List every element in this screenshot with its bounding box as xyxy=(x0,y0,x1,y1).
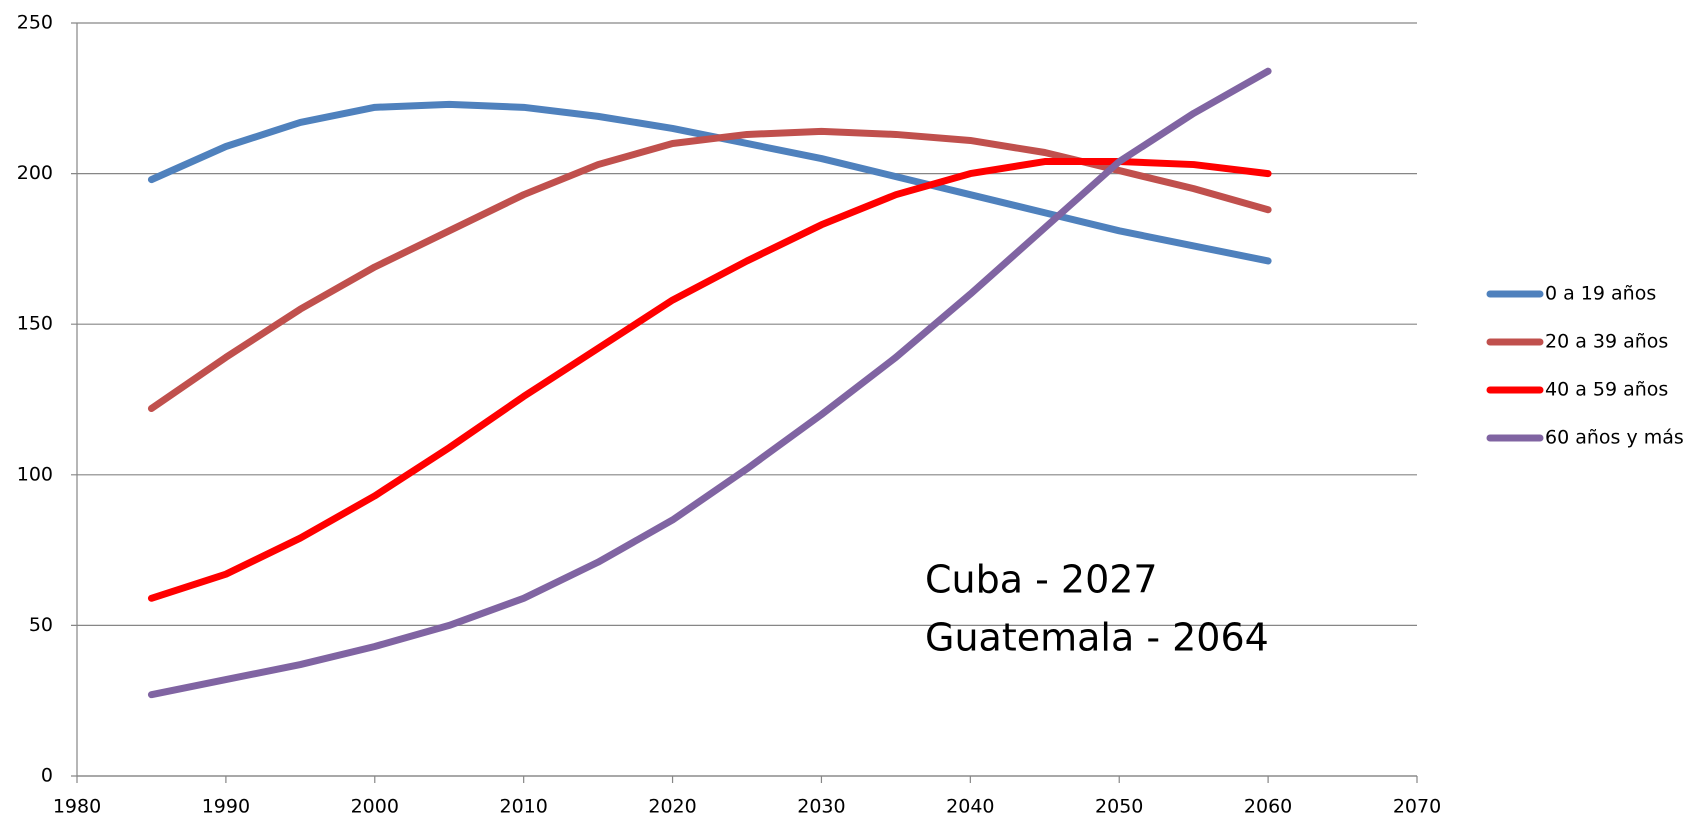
x-tick-label: 2000 xyxy=(351,796,399,818)
x-tick-label: 1980 xyxy=(53,796,101,818)
y-tick-label: 200 xyxy=(17,162,53,184)
y-tick-label: 0 xyxy=(41,765,53,787)
x-tick-label: 2040 xyxy=(946,796,994,818)
legend-label: 20 a 39 años xyxy=(1545,331,1668,353)
x-tick-label: 2010 xyxy=(499,796,547,818)
y-tick-label: 250 xyxy=(17,12,53,34)
annotation: Guatemala - 2064 xyxy=(925,616,1269,660)
y-tick-label: 50 xyxy=(29,614,53,636)
x-tick-label: 2060 xyxy=(1244,796,1292,818)
legend-label: 0 a 19 años xyxy=(1545,283,1656,305)
x-tick-label: 2050 xyxy=(1095,796,1143,818)
x-tick-label: 2030 xyxy=(797,796,845,818)
legend-label: 60 años y más xyxy=(1545,427,1684,449)
legend-label: 40 a 59 años xyxy=(1545,379,1668,401)
x-tick-label: 2020 xyxy=(648,796,696,818)
series-line xyxy=(147,158,1272,602)
x-tick-label: 2070 xyxy=(1393,796,1441,818)
y-tick-label: 150 xyxy=(17,313,53,335)
annotation: Cuba - 2027 xyxy=(925,558,1158,602)
series-line xyxy=(147,67,1272,699)
x-tick-label: 1990 xyxy=(202,796,250,818)
y-tick-label: 100 xyxy=(17,463,53,485)
series-line xyxy=(147,127,1272,413)
